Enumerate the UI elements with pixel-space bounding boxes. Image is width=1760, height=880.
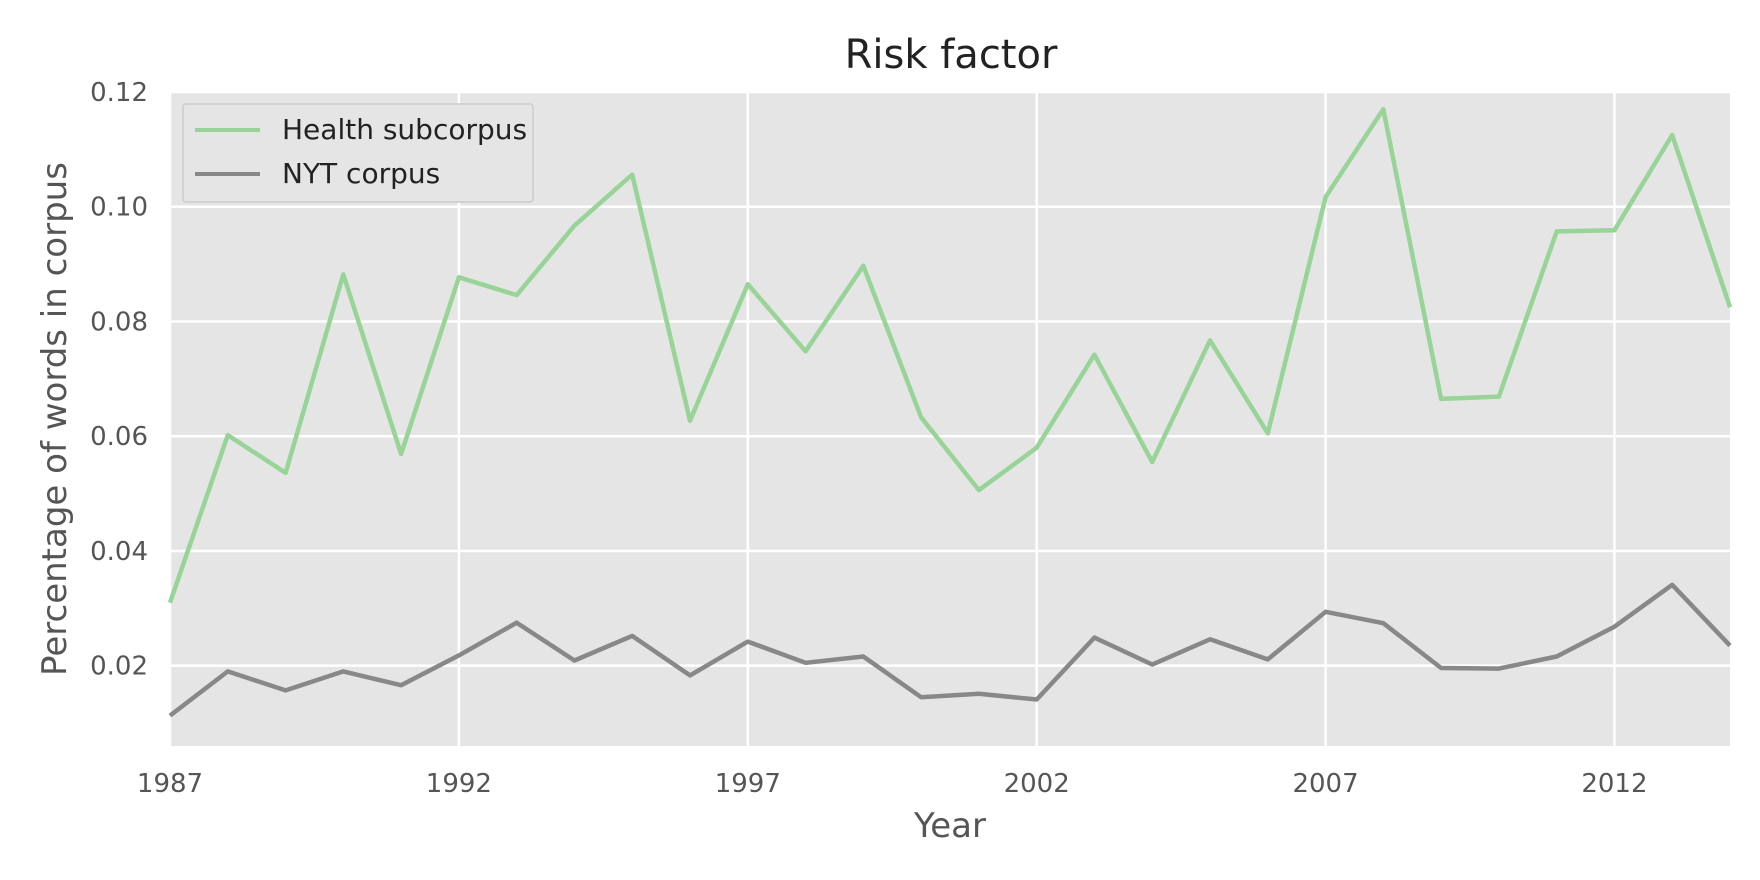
x-tick-label: 2002	[1004, 769, 1070, 799]
x-tick-label: 1987	[137, 769, 203, 799]
y-tick-label: 0.06	[90, 422, 148, 452]
y-tick-label: 0.04	[90, 537, 148, 567]
y-tick-labels: 0.02 0.04 0.06 0.08 0.10 0.12	[90, 78, 148, 682]
y-tick-label: 0.10	[90, 193, 148, 223]
x-tick-label: 1992	[426, 769, 492, 799]
x-tick-label: 1997	[715, 769, 781, 799]
legend: Health subcorpus NYT corpus	[182, 103, 534, 203]
y-tick-label: 0.02	[90, 652, 148, 682]
x-tick-label: 2007	[1292, 769, 1358, 799]
legend-box	[182, 103, 534, 203]
x-tick-label: 2012	[1581, 769, 1647, 799]
series-lines	[167, 106, 1733, 718]
x-tick-labels: 1987 1992 1997 2002 2007 2012	[137, 769, 1648, 799]
series-line-0	[167, 106, 1733, 604]
y-axis-label: Percentage of words in corpus	[35, 162, 75, 676]
y-tick-label: 0.12	[90, 78, 148, 108]
x-axis-label: Year	[913, 806, 986, 846]
legend-label-nyt: NYT corpus	[282, 157, 440, 190]
series-line-1	[168, 582, 1732, 718]
chart-title: Risk factor	[845, 32, 1058, 78]
legend-label-health: Health subcorpus	[282, 113, 527, 146]
y-tick-label: 0.08	[90, 307, 148, 337]
